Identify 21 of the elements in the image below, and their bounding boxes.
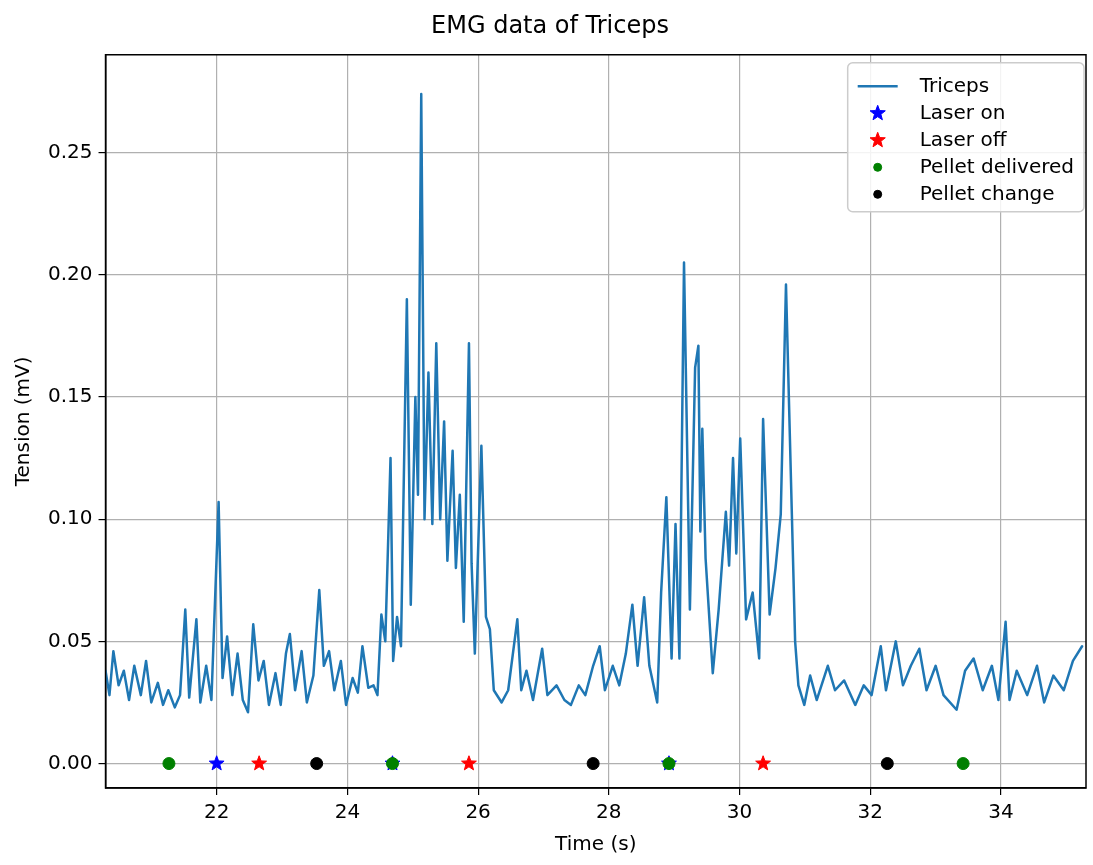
- legend-label: Pellet change: [919, 180, 1055, 205]
- legend-label: Pellet delivered: [919, 153, 1075, 178]
- x-tick-label: 30: [726, 799, 753, 824]
- y-tick-label: 0.20: [48, 260, 93, 285]
- x-tick-label: 28: [596, 799, 622, 824]
- y-axis-title: Tension (mV): [10, 356, 35, 488]
- x-axis-title: Time (s): [554, 831, 637, 856]
- x-tick-label: 32: [857, 799, 884, 824]
- y-tick-label: 0.15: [48, 383, 93, 408]
- y-tick-label: 0.25: [48, 138, 93, 163]
- y-tick-label: 0.10: [48, 505, 93, 530]
- x-tick-label: 26: [465, 799, 491, 824]
- x-tick-label: 24: [334, 799, 361, 824]
- legend-label: Laser on: [919, 99, 1006, 124]
- y-tick-label: 0.05: [48, 627, 93, 652]
- chart-title: EMG data of Triceps: [431, 10, 669, 39]
- x-tick-label: 34: [988, 799, 1014, 824]
- legend-label: Laser off: [919, 126, 1008, 151]
- y-tick-label: 0.00: [48, 749, 93, 774]
- x-tick-label: 22: [203, 799, 230, 824]
- legend-label: Triceps: [918, 72, 990, 97]
